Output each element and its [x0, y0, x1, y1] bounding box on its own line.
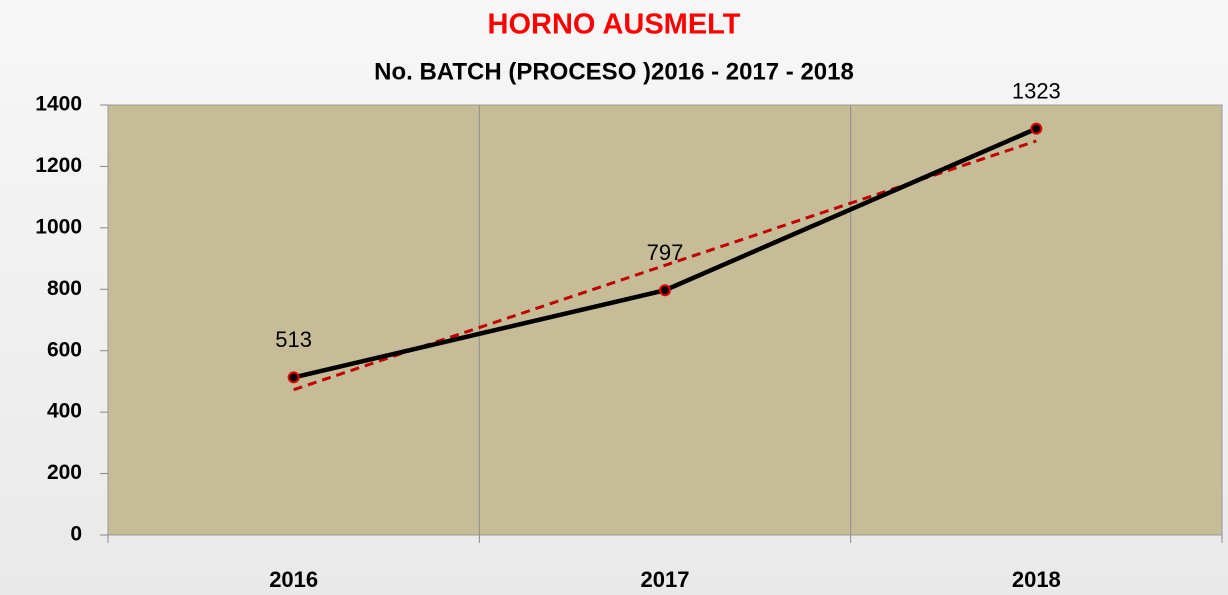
data-label: 797: [647, 240, 684, 265]
plot-area: [107, 104, 1223, 536]
x-tick-label: 2016: [269, 567, 318, 592]
marker: [287, 371, 300, 384]
y-tick-label: 1200: [35, 154, 82, 177]
x-tick-label: 2018: [1012, 567, 1061, 592]
y-tick-label: 800: [47, 277, 82, 300]
data-label: 513: [275, 327, 312, 352]
x-tick-label: 2017: [641, 567, 690, 592]
y-tick-label: 200: [47, 461, 82, 484]
chart-title: HORNO AUSMELT: [488, 9, 741, 41]
chart-subtitle: No. BATCH (PROCESO )2016 - 2017 - 2018: [374, 58, 854, 85]
y-tick-label: 1400: [35, 93, 82, 116]
y-tick-label: 400: [47, 400, 82, 423]
marker: [1030, 122, 1043, 135]
y-tick-label: 0: [70, 523, 82, 546]
marker: [659, 284, 671, 297]
y-tick-label: 600: [47, 338, 82, 361]
data-label: 1323: [1012, 78, 1061, 103]
y-tick-label: 1000: [35, 215, 82, 238]
